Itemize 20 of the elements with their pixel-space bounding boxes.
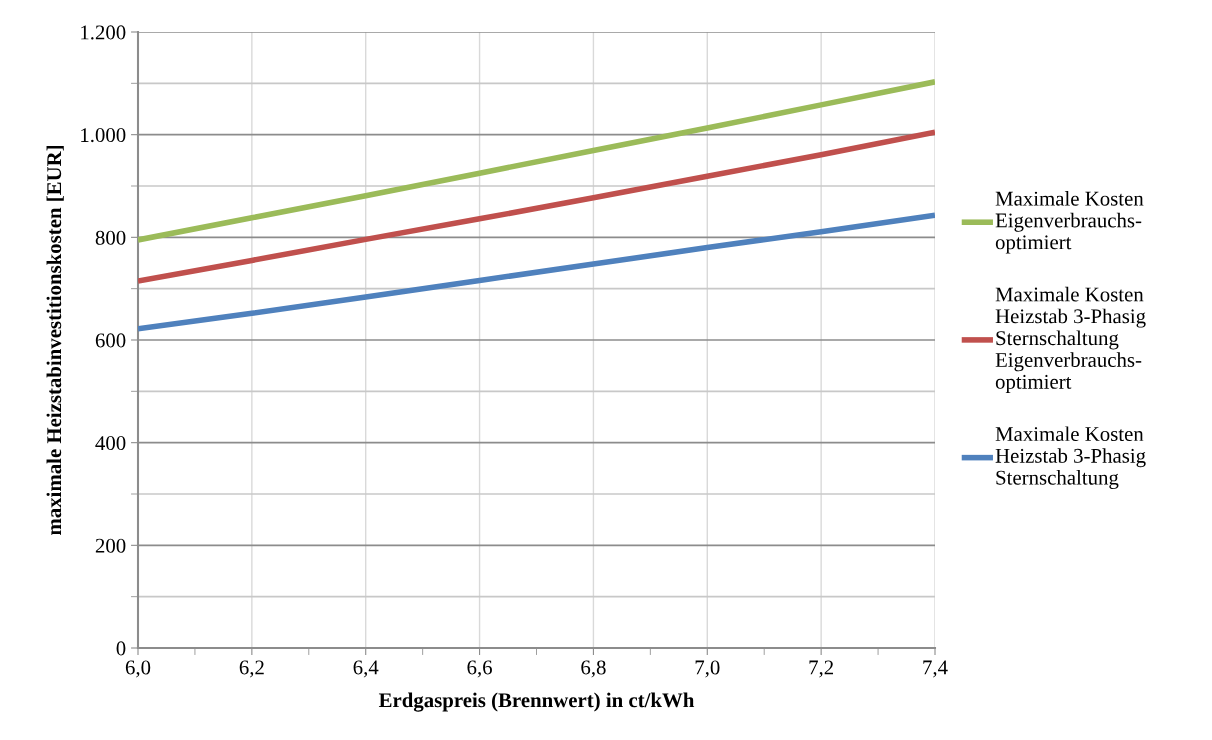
- y-tick-label: 600: [95, 333, 126, 348]
- y-tick-label: 200: [95, 538, 126, 553]
- x-tick-label: 7,2: [809, 660, 834, 678]
- x-tick-label: 6,8: [581, 660, 606, 678]
- x-tick-label: 7,0: [695, 660, 720, 678]
- legend-label: Maximale Kosten Eigenverbrauchs- optimiert: [995, 191, 1144, 254]
- y-axis-title: maximale Heizstabinvestitionskosten [EUR]: [46, 145, 64, 536]
- y-tick-label: 400: [95, 436, 126, 451]
- x-tick-label: 6,6: [467, 660, 492, 678]
- y-tick-label: 800: [95, 230, 126, 245]
- x-tick-label: 6,2: [239, 660, 264, 678]
- x-tick-label: 6,0: [125, 660, 151, 678]
- legend-label: Maximale Kosten Heizstab 3-Phasig Sternschaltung Eigenverbrauchs- optimiert: [995, 286, 1146, 394]
- legend-label: Maximale Kosten Heizstab 3-Phasig Sternschaltung: [995, 426, 1146, 489]
- x-tick-label: 7,4: [923, 660, 948, 678]
- x-tick-label: 6,4: [353, 660, 379, 678]
- x-axis-title: Erdgaspreis (Brennwert) in ct/kWh: [378, 692, 695, 712]
- y-tick-label: 0: [116, 641, 126, 656]
- y-tick-label: 1.000: [81, 128, 126, 143]
- y-tick-label: 1.200: [81, 25, 126, 40]
